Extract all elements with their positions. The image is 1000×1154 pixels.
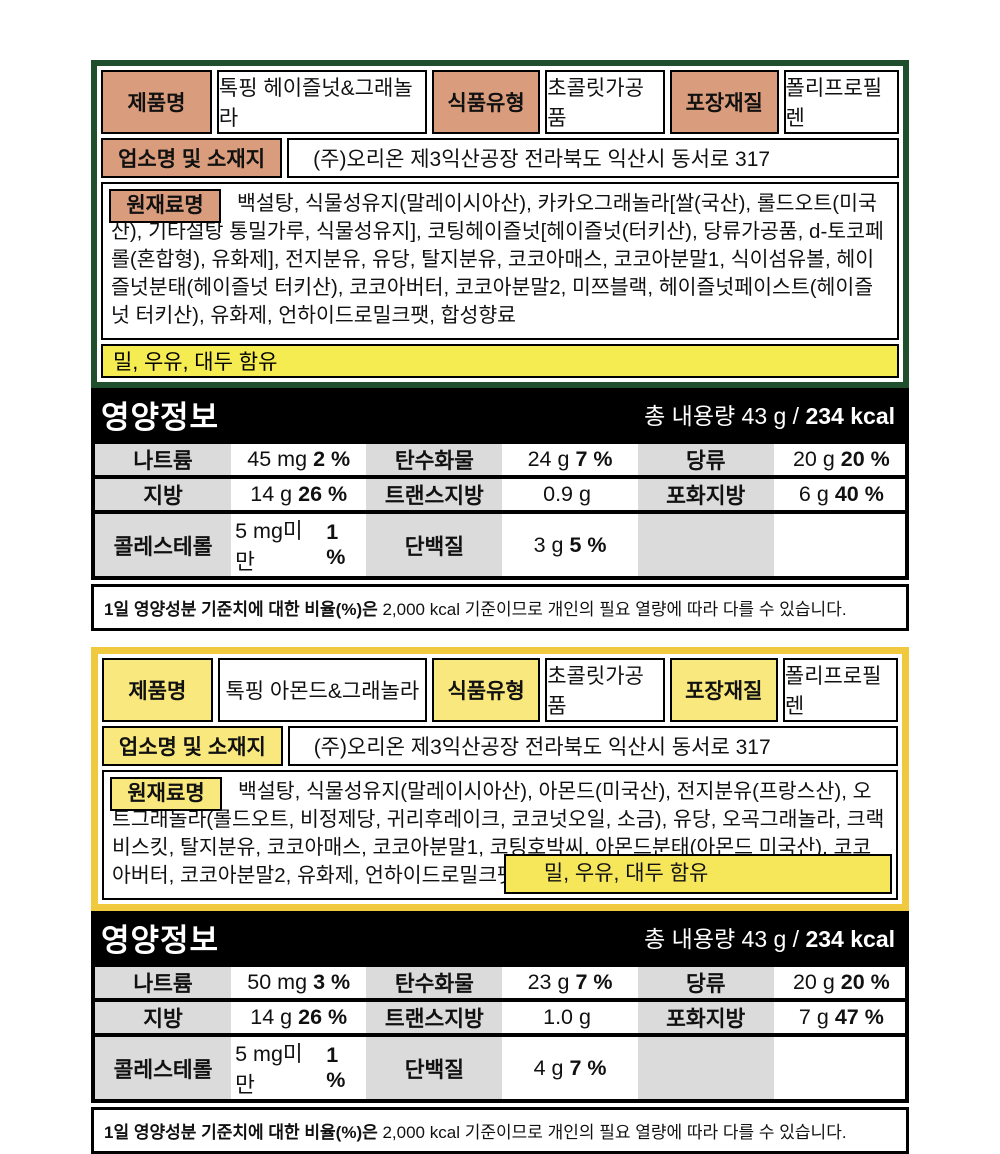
nutrition-title: 영양정보 bbox=[101, 922, 220, 958]
nutrient-label: 나트륨 bbox=[95, 967, 232, 998]
nutrient-label: 콜레스테롤 bbox=[95, 514, 232, 576]
product-name-value: 톡핑 아몬드&그래놀라 bbox=[217, 658, 427, 722]
serving-kcal: 234 kcal bbox=[805, 403, 895, 429]
total-contents: 총 내용량 43 g / 234 kcal bbox=[644, 397, 895, 431]
nutrient-value: 0.9 g bbox=[506, 479, 634, 510]
nutrient-label: 단백질 bbox=[366, 514, 503, 576]
nutrient-value-empty bbox=[777, 1037, 905, 1099]
nutrient-value: 14 g 26 % bbox=[235, 479, 363, 510]
nutrition-panel: 영양정보 총 내용량 43 g / 234 kcal 나트륨 45 mg 2 % … bbox=[91, 388, 909, 631]
nutrient-label: 지방 bbox=[95, 1002, 232, 1033]
nutrition-header: 영양정보 총 내용량 43 g / 234 kcal bbox=[91, 911, 909, 963]
food-type-label: 식품유형 bbox=[431, 658, 541, 722]
product-name-label: 제품명 bbox=[101, 70, 212, 134]
nutrient-value: 6 g 40 % bbox=[777, 479, 905, 510]
nutrition-row: 지방 14 g 26 % 트랜스지방 1.0 g 포화지방 7 g 47 % bbox=[95, 1002, 905, 1033]
nutrient-value: 5 mg미만 1 % bbox=[235, 514, 363, 576]
packaging-value: 폴리프로필렌 bbox=[783, 70, 899, 134]
nutrient-label-empty bbox=[637, 514, 774, 576]
nutrient-label: 당류 bbox=[637, 444, 774, 475]
product-info-table: 제품명 톡핑 헤이즐넛&그래놀라 식품유형 초콜릿가공품 포장재질 폴리프로필렌… bbox=[91, 60, 909, 388]
nutrient-value: 14 g 26 % bbox=[235, 1002, 363, 1033]
ingredients-text: 백설탕, 식물성유지(말레이시아산), 카카오그래놀라[쌀(국산), 롤드오트(… bbox=[111, 192, 884, 327]
serving-kcal: 234 kcal bbox=[805, 926, 895, 952]
serving-size: 총 내용량 43 g / bbox=[644, 926, 800, 952]
business-value: (주)오리온 제3익산공장 전라북도 익산시 동서로 317 bbox=[287, 138, 899, 178]
ingredients-text: 백설탕, 식물성유지(말레이시아산), 아몬드(미국산), 전지분유(프랑스산)… bbox=[112, 780, 885, 887]
packaging-value: 폴리프로필렌 bbox=[782, 658, 898, 722]
ingredients-block: 원재료명 백설탕, 식물성유지(말레이시아산), 카카오그래놀라[쌀(국산), … bbox=[101, 182, 899, 340]
ingredients-label: 원재료명 bbox=[110, 777, 222, 811]
nutrition-title: 영양정보 bbox=[101, 399, 220, 435]
nutrient-label: 단백질 bbox=[366, 1037, 503, 1099]
nutrition-panel: 영양정보 총 내용량 43 g / 234 kcal 나트륨 50 mg 3 % … bbox=[91, 911, 909, 1154]
daily-value-disclaimer: 1일 영양성분 기준치에 대한 비율(%)은 2,000 kcal 기준이므로 … bbox=[91, 584, 909, 631]
nutrition-header: 영양정보 총 내용량 43 g / 234 kcal bbox=[91, 388, 909, 440]
nutrient-value: 5 mg미만 1 % bbox=[235, 1037, 363, 1099]
nutrient-label: 당류 bbox=[637, 967, 774, 998]
nutrient-value: 7 g 47 % bbox=[777, 1002, 905, 1033]
info-row-1: 제품명 톡핑 헤이즐넛&그래놀라 식품유형 초콜릿가공품 포장재질 폴리프로필렌 bbox=[101, 70, 899, 134]
nutrient-label: 트랜스지방 bbox=[366, 1002, 503, 1033]
serving-size: 총 내용량 43 g / bbox=[644, 403, 800, 429]
nutrient-label: 나트륨 bbox=[95, 444, 232, 475]
product-name-label: 제품명 bbox=[102, 658, 213, 722]
nutrient-label: 포화지방 bbox=[637, 479, 774, 510]
nutrient-value: 1.0 g bbox=[506, 1002, 634, 1033]
daily-value-disclaimer: 1일 영양성분 기준치에 대한 비율(%)은 2,000 kcal 기준이므로 … bbox=[91, 1107, 909, 1154]
nutrient-value: 20 g 20 % bbox=[777, 444, 905, 475]
allergen-box: 밀, 우유, 대두 함유 bbox=[503, 854, 892, 894]
nutrient-label: 탄수화물 bbox=[366, 967, 503, 998]
business-label: 업소명 및 소재지 bbox=[102, 726, 283, 766]
nutrient-label: 트랜스지방 bbox=[366, 479, 503, 510]
packaging-label: 포장재질 bbox=[669, 70, 779, 134]
product-section-almond: 제품명 톡핑 아몬드&그래놀라 식품유형 초콜릿가공품 포장재질 폴리프로필렌 … bbox=[91, 647, 909, 1154]
packaging-label: 포장재질 bbox=[669, 658, 778, 722]
info-row-1: 제품명 톡핑 아몬드&그래놀라 식품유형 초콜릿가공품 포장재질 폴리프로필렌 bbox=[102, 658, 898, 722]
nutrient-value-empty bbox=[777, 514, 905, 576]
product-info-table: 제품명 톡핑 아몬드&그래놀라 식품유형 초콜릿가공품 포장재질 폴리프로필렌 … bbox=[91, 647, 909, 911]
product-name-value: 톡핑 헤이즐넛&그래놀라 bbox=[216, 70, 427, 134]
total-contents: 총 내용량 43 g / 234 kcal bbox=[644, 920, 895, 954]
business-label: 업소명 및 소재지 bbox=[101, 138, 283, 178]
food-type-value: 초콜릿가공품 bbox=[545, 658, 665, 722]
nutrition-row: 지방 14 g 26 % 트랜스지방 0.9 g 포화지방 6 g 40 % bbox=[95, 479, 905, 510]
food-type-label: 식품유형 bbox=[431, 70, 541, 134]
ingredients-label: 원재료명 bbox=[109, 189, 221, 223]
ingredients-block: 원재료명 백설탕, 식물성유지(말레이시아산), 아몬드(미국산), 전지분유(… bbox=[102, 770, 898, 900]
nutrient-label: 포화지방 bbox=[637, 1002, 774, 1033]
nutrient-label: 콜레스테롤 bbox=[95, 1037, 232, 1099]
food-type-value: 초콜릿가공품 bbox=[545, 70, 665, 134]
nutrient-label: 탄수화물 bbox=[366, 444, 503, 475]
product-section-hazelnut: 제품명 톡핑 헤이즐넛&그래놀라 식품유형 초콜릿가공품 포장재질 폴리프로필렌… bbox=[91, 60, 909, 631]
nutrient-value: 45 mg 2 % bbox=[235, 444, 363, 475]
nutrient-value: 20 g 20 % bbox=[777, 967, 905, 998]
allergen-row: 밀, 우유, 대두 함유 bbox=[101, 344, 899, 378]
info-row-2: 업소명 및 소재지 (주)오리온 제3익산공장 전라북도 익산시 동서로 317 bbox=[102, 726, 898, 766]
nutrient-label: 지방 bbox=[95, 479, 232, 510]
info-row-2: 업소명 및 소재지 (주)오리온 제3익산공장 전라북도 익산시 동서로 317 bbox=[101, 138, 899, 178]
business-value: (주)오리온 제3익산공장 전라북도 익산시 동서로 317 bbox=[287, 726, 898, 766]
nutrient-label-empty bbox=[637, 1037, 774, 1099]
nutrient-value: 50 mg 3 % bbox=[235, 967, 363, 998]
label-page: 제품명 톡핑 헤이즐넛&그래놀라 식품유형 초콜릿가공품 포장재질 폴리프로필렌… bbox=[91, 0, 909, 1154]
